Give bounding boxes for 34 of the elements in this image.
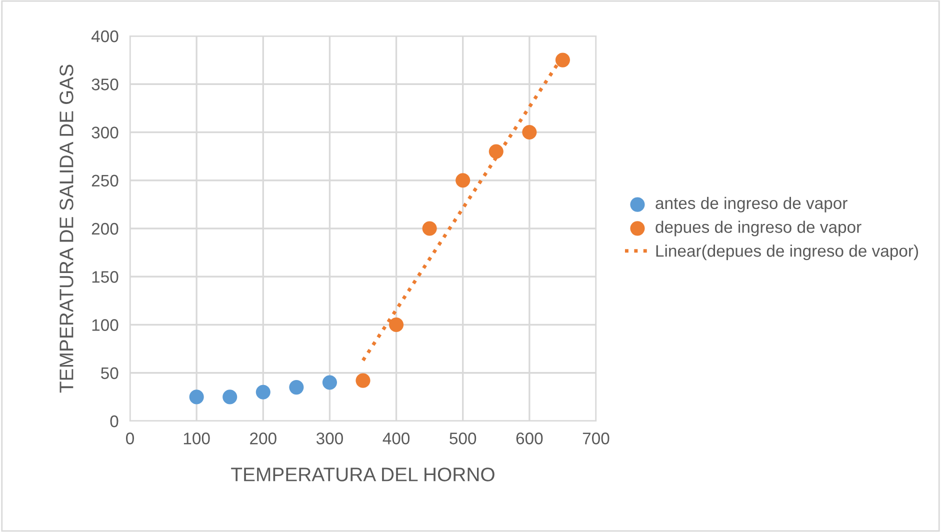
y-axis-title: TEMPERATURA DE SALIDA DE GAS (60, 64, 74, 393)
point (555, 52, 570, 68)
x-tick-label: 200 (250, 432, 276, 444)
point (256, 384, 270, 400)
y-tick-label: 350 (92, 78, 118, 90)
point (356, 373, 370, 388)
point (456, 173, 470, 188)
y-tick-label: 400 (91, 30, 118, 42)
point (189, 390, 204, 404)
x-axis-title: TEMPERATURA DEL HORNO (231, 468, 494, 482)
y-tick-label: 50 (101, 367, 118, 380)
x-tick-label: 0 (126, 432, 134, 444)
point (222, 390, 238, 404)
y-tick-label: 250 (92, 174, 118, 187)
y-tick-label: 100 (92, 319, 118, 331)
y-tick-label: 300 (92, 126, 118, 138)
legend-label: antes de ingreso de vapor (656, 196, 848, 212)
legend-label: depues de ingreso de vapor (656, 220, 862, 236)
x-tick-label: 600 (516, 432, 543, 444)
y-tick-label: 150 (92, 271, 118, 283)
point (289, 380, 304, 395)
x-tick-label: 300 (316, 432, 343, 444)
x-tick-label: 400 (382, 432, 410, 444)
x-tick-label: 700 (582, 432, 610, 444)
point (522, 124, 537, 140)
point (422, 221, 437, 236)
legend-label: Linear(depues de ingreso de vapor) (656, 244, 918, 260)
point (322, 375, 337, 390)
point (488, 144, 504, 159)
x-tick-label: 100 (184, 432, 210, 444)
point (389, 317, 404, 332)
x-tick-label: 500 (450, 432, 476, 444)
y-tick-label: 0 (110, 415, 118, 428)
y-tick-label: 200 (92, 222, 118, 235)
